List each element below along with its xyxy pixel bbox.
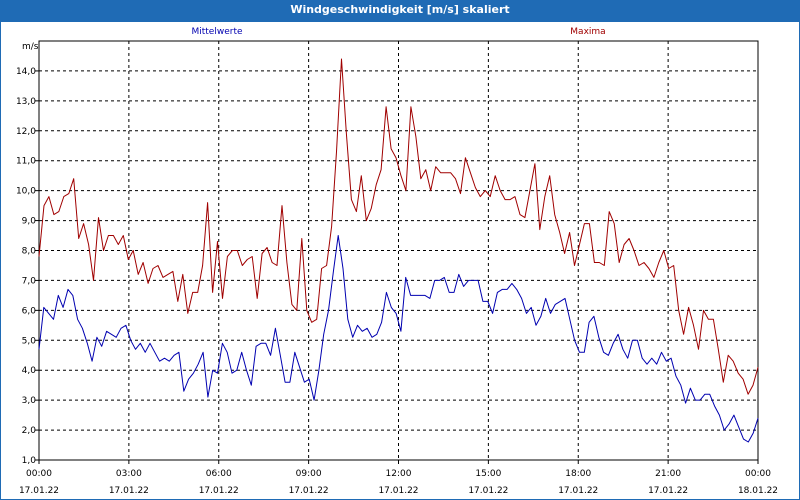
y-tick-label: 12,0 bbox=[16, 127, 36, 137]
x-tick-date-label: 17.01.22 bbox=[468, 486, 508, 496]
y-axis-unit-label: m/s bbox=[22, 42, 39, 52]
legend-maxima: Maxima bbox=[570, 27, 605, 37]
series-line-maxima bbox=[38, 58, 759, 395]
x-tick-date-label: 17.01.22 bbox=[109, 486, 149, 496]
y-tick-label: 6,0 bbox=[22, 306, 37, 316]
x-tick-time-label: 15:00 bbox=[475, 469, 501, 479]
y-axis-ticks: 1,0 2,0 3,0 4,0 5,0 6,0 7,0 8,0 9,0 10,0 11,0 12,0 1… bbox=[16, 67, 39, 466]
series-line-mittelwerte bbox=[38, 235, 759, 443]
x-tick-date-label: 17.01.22 bbox=[199, 486, 239, 496]
x-tick-time-label: 09:00 bbox=[296, 469, 322, 479]
x-tick-time-label: 00:00 bbox=[26, 469, 52, 479]
x-tick-time-label: 00:00 bbox=[745, 469, 771, 479]
grid-lines bbox=[39, 41, 758, 460]
x-tick-time-label: 12:00 bbox=[386, 469, 412, 479]
x-tick-date-label: 17.01.22 bbox=[289, 486, 329, 496]
y-tick-label: 3,0 bbox=[22, 396, 37, 406]
y-tick-label: 10,0 bbox=[16, 187, 36, 197]
legend-mittelwerte: Mittelwerte bbox=[191, 27, 242, 37]
y-tick-label: 7,0 bbox=[22, 276, 37, 286]
y-tick-label: 13,0 bbox=[16, 97, 36, 107]
x-tick-date-label: 17.01.22 bbox=[648, 486, 688, 496]
y-tick-label: 8,0 bbox=[22, 247, 37, 257]
x-tick-time-label: 21:00 bbox=[655, 469, 681, 479]
y-tick-label: 4,0 bbox=[22, 366, 37, 376]
x-axis-ticks: 00:00 17.01.22 03:00 17.01.22 06:00 17.01.22 0… bbox=[19, 460, 778, 496]
x-tick-date-label: 17.01.22 bbox=[378, 486, 418, 496]
y-tick-label: 2,0 bbox=[22, 426, 37, 436]
x-tick-date-label: 18.01.22 bbox=[738, 486, 778, 496]
x-tick-time-label: 03:00 bbox=[116, 469, 142, 479]
y-tick-label: 14,0 bbox=[16, 67, 36, 77]
chart-window-title: Windgeschwindigkeit [m/s] skaliert bbox=[0, 0, 800, 21]
y-tick-label: 5,0 bbox=[22, 336, 37, 346]
y-tick-label: 9,0 bbox=[22, 217, 37, 227]
x-tick-time-label: 06:00 bbox=[206, 469, 232, 479]
y-tick-label: 1,0 bbox=[22, 456, 37, 466]
y-tick-label: 11,0 bbox=[16, 157, 36, 167]
x-tick-date-label: 17.01.22 bbox=[558, 486, 598, 496]
x-tick-time-label: 18:00 bbox=[565, 469, 591, 479]
data-series bbox=[38, 58, 759, 443]
x-tick-date-label: 17.01.22 bbox=[19, 486, 59, 496]
